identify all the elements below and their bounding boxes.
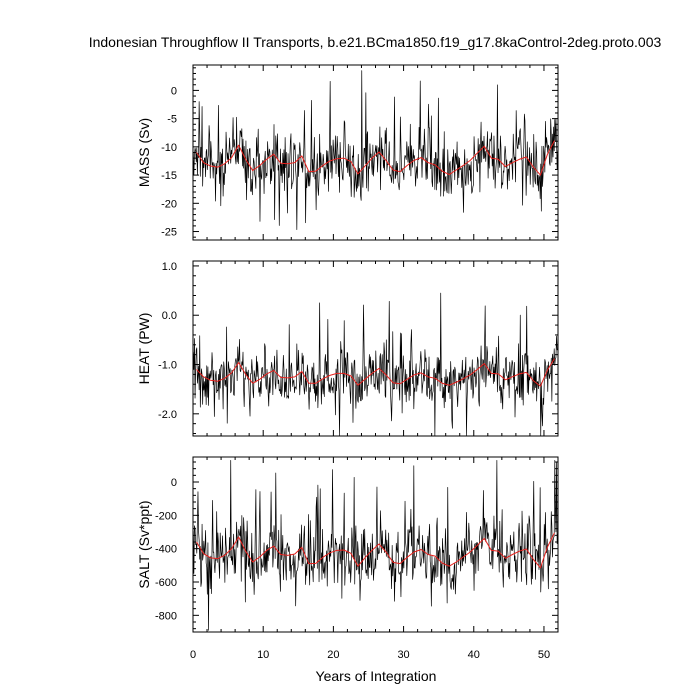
y-tick-label: -800: [155, 610, 177, 622]
y-tick-label: -600: [155, 577, 177, 589]
x-tick-label: 10: [257, 649, 269, 661]
panel-salt: 0 -200 -400 -600 -800 0 10 20 30 40 50 SALT (Sv*ppt…: [136, 456, 559, 661]
y-tick-label: 1.0: [162, 261, 177, 273]
x-tick-label: 30: [397, 649, 409, 661]
series-annual-mean-mass: [196, 140, 555, 176]
y-axis-label-heat: HEAT (PW): [136, 313, 152, 385]
y-tick-label: -200: [155, 510, 177, 522]
panel-heat: 1.0 0.0 -1.0 -2.0 HEAT (PW): [136, 260, 559, 437]
y-axis-label-mass: MASS (Sv): [136, 118, 152, 187]
y-tick-label: -1.0: [158, 360, 177, 372]
y-tick-label: -2.0: [158, 409, 177, 421]
y-tick-label: -5: [167, 114, 177, 126]
y-tick-label: -20: [161, 198, 177, 210]
x-tick-label: 20: [327, 649, 339, 661]
plot-frame: [192, 260, 559, 437]
x-axis-label: Years of Integration: [316, 668, 437, 684]
y-tick-label: -15: [161, 170, 177, 182]
series-monthly-heat: [192, 292, 559, 437]
y-tick-label: -10: [161, 142, 177, 154]
x-tick-label: 0: [190, 649, 196, 661]
panel-mass: 0 -5 -10 -15 -20 -25 MASS (Sv): [136, 64, 559, 241]
y-tick-label: -25: [161, 227, 177, 239]
x-tick-label: 40: [468, 649, 480, 661]
series-monthly-salt: [192, 459, 559, 631]
y-tick-label: 0.0: [162, 310, 177, 322]
y-tick-label: -400: [155, 544, 177, 556]
series-annual-mean-heat: [196, 358, 555, 387]
series-annual-mean-salt: [196, 532, 555, 569]
panels: 0 -5 -10 -15 -20 -25 MASS (Sv) 1.0 0.0 -1.0 -2.0 HE…: [136, 64, 559, 661]
chart-title: Indonesian Throughflow II Transports, b.…: [89, 34, 662, 50]
x-tick-label: 50: [538, 649, 550, 661]
y-tick-label: 0: [171, 477, 177, 489]
y-tick-label: 0: [171, 85, 177, 97]
series-monthly-mass: [192, 70, 559, 231]
y-axis-label-salt: SALT (Sv*ppt): [136, 500, 152, 588]
